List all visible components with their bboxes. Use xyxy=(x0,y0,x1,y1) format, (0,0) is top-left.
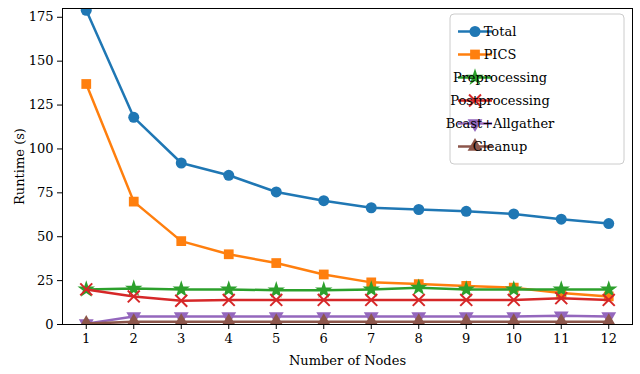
svg-text:Runtime (s): Runtime (s) xyxy=(12,128,27,205)
svg-text:Postprocessing: Postprocessing xyxy=(450,93,549,108)
svg-text:4: 4 xyxy=(225,331,233,346)
svg-text:8: 8 xyxy=(415,331,423,346)
svg-text:50: 50 xyxy=(37,229,54,244)
svg-text:175: 175 xyxy=(29,9,54,24)
svg-text:3: 3 xyxy=(177,331,185,346)
svg-text:11: 11 xyxy=(553,331,570,346)
svg-text:9: 9 xyxy=(462,331,470,346)
svg-text:12: 12 xyxy=(600,331,617,346)
svg-text:0: 0 xyxy=(45,317,53,332)
svg-text:150: 150 xyxy=(29,53,54,68)
svg-text:1: 1 xyxy=(82,331,90,346)
svg-text:7: 7 xyxy=(367,331,375,346)
svg-text:Cleanup: Cleanup xyxy=(473,139,528,154)
svg-text:2: 2 xyxy=(130,331,138,346)
svg-text:10: 10 xyxy=(505,331,522,346)
svg-text:Number of Nodes: Number of Nodes xyxy=(289,353,406,368)
svg-text:6: 6 xyxy=(320,331,328,346)
svg-text:25: 25 xyxy=(37,273,54,288)
svg-text:100: 100 xyxy=(29,141,54,156)
svg-text:Preprocessing: Preprocessing xyxy=(453,70,547,85)
svg-text:125: 125 xyxy=(29,97,54,112)
svg-text:5: 5 xyxy=(272,331,280,346)
svg-text:75: 75 xyxy=(37,185,54,200)
svg-text:Total: Total xyxy=(484,24,517,39)
svg-text:PICS: PICS xyxy=(484,47,517,62)
svg-text:Bcast+Allgather: Bcast+Allgather xyxy=(446,116,555,131)
